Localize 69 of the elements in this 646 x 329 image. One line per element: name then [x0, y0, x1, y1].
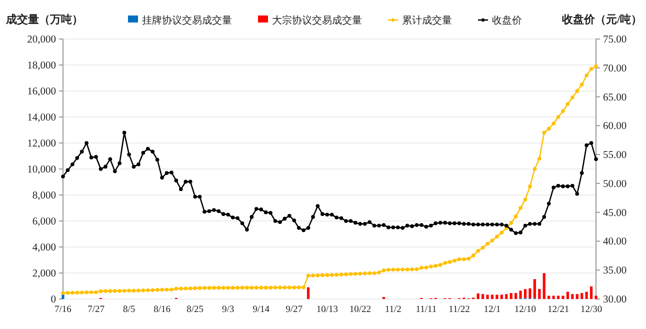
bar [580, 293, 584, 299]
bar [514, 293, 518, 299]
x-tick-label: 8/25 [186, 305, 204, 315]
y-axis-title: 成交量（万吨） [5, 13, 83, 26]
legend-label: 累计成交量 [402, 14, 452, 26]
x-tick-label: 11/11 [416, 305, 437, 315]
bar [533, 279, 536, 298]
legend-label: 挂牌协议交易成交量 [142, 14, 232, 26]
bar [552, 296, 555, 299]
y-tick-label: 12,000 [27, 138, 56, 150]
x-tick-label: 12/10 [514, 305, 536, 315]
x-tick-label: 7/16 [54, 305, 72, 315]
y2-tick-label: 50.00 [603, 178, 627, 190]
x-tick-label: 10/13 [316, 305, 338, 315]
y2-tick-label: 60.00 [603, 121, 627, 132]
y-tick-label: 14,000 [27, 112, 56, 124]
y2-tick-label: 65.00 [603, 92, 627, 104]
y-tick-label: 16,000 [27, 86, 56, 98]
y-tick-label: 8,000 [32, 190, 56, 202]
y2-tick-label: 45.00 [603, 208, 627, 219]
bar [505, 294, 508, 299]
y-tick-label: 20,000 [27, 34, 56, 46]
x-tick-label: 11/22 [448, 305, 470, 315]
bar [519, 290, 522, 298]
bar [585, 292, 588, 299]
x-tick-label: 12/1 [484, 305, 501, 315]
bar [481, 294, 484, 299]
bar [538, 288, 541, 299]
bar [566, 292, 569, 299]
y-tick-label: 0 [50, 294, 56, 306]
legend-label: 收盘价 [492, 14, 522, 26]
y2-tick-label: 30.00 [603, 294, 627, 306]
bar [510, 293, 512, 299]
y-tick-label: 10,000 [27, 164, 56, 176]
bar [476, 293, 480, 299]
legend-label: 大宗协议交易成交量 [272, 14, 362, 26]
x-tick-label: 10/22 [349, 305, 372, 315]
bar [528, 288, 532, 298]
bar [524, 289, 527, 298]
x-tick-label: 9/27 [286, 305, 303, 315]
y2-axis-title: 收盘价（元/吨） [562, 13, 642, 26]
y-tick-label: 18,000 [27, 60, 56, 72]
x-tick-label: 7/27 [88, 305, 105, 315]
y2-tick-label: 35.00 [603, 266, 627, 277]
y-tick-label: 6,000 [32, 216, 56, 228]
x-tick-label: 8/16 [154, 305, 171, 315]
x-tick-label: 12/30 [580, 305, 602, 315]
x-tick-label: 8/5 [122, 305, 136, 315]
x-tick-label: 9/3 [222, 305, 234, 315]
bar [576, 294, 578, 299]
y2-tick-label: 55.00 [603, 150, 627, 162]
bar [571, 294, 574, 299]
x-tick-label: 11/2 [384, 305, 402, 315]
x-tick-label: 9/14 [252, 305, 270, 315]
bar [496, 294, 498, 299]
bar [594, 296, 598, 299]
y-tick-label: 2,000 [32, 268, 56, 280]
bar [590, 286, 593, 299]
y2-tick-label: 40.00 [603, 236, 627, 248]
bar [542, 273, 546, 299]
y2-tick-label: 75.00 [603, 34, 627, 46]
bar [490, 294, 494, 299]
y2-tick-label: 70.00 [603, 63, 627, 74]
bar [562, 296, 564, 299]
bar [500, 294, 503, 299]
bar [306, 287, 310, 299]
x-tick-label: 12/21 [547, 305, 570, 315]
y-tick-label: 4,000 [32, 242, 56, 254]
bar [486, 294, 489, 299]
